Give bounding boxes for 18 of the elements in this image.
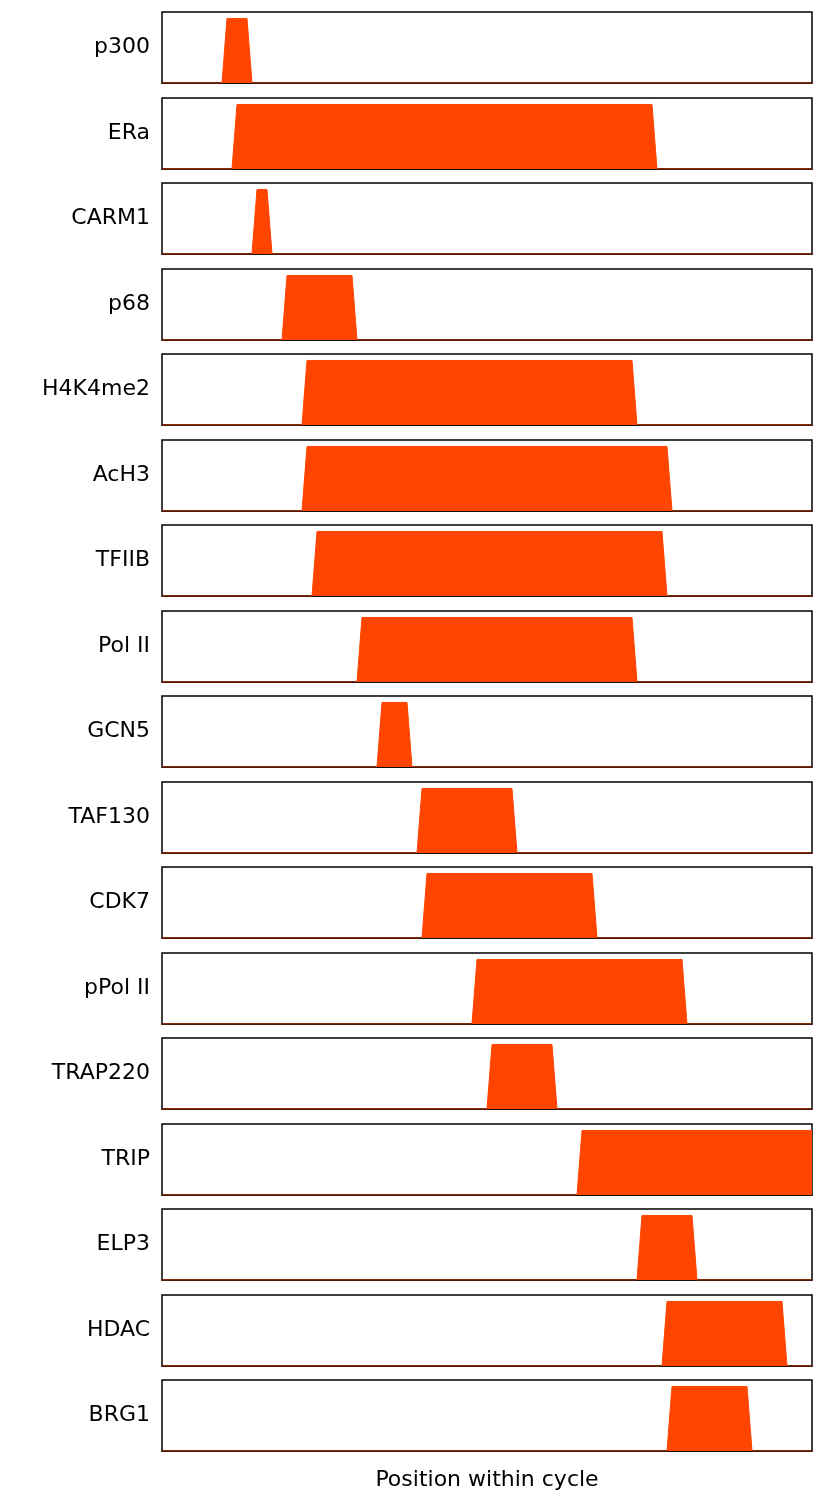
- y-axis-title: GCN5: [87, 717, 150, 742]
- y-axis-title: BRG1: [88, 1401, 150, 1426]
- y-axis-title: HDAC: [86, 1315, 150, 1341]
- y-axis-title: pPol II: [84, 973, 150, 999]
- y-axis-title: TRAP220: [50, 1059, 150, 1084]
- y-axis-title: p300: [94, 33, 150, 58]
- y-axis-title: TRIP: [100, 1144, 150, 1170]
- y-axis-title: ERa: [107, 118, 150, 144]
- x-axis-title: Position within cycle: [375, 1465, 599, 1491]
- y-axis-title: CARM1: [71, 204, 150, 229]
- y-axis-title: ELP3: [96, 1230, 150, 1255]
- y-axis-title: TAF130: [67, 802, 150, 828]
- y-axis-title: TFIIB: [94, 546, 150, 571]
- y-axis-title: H4K4me2: [42, 375, 150, 400]
- y-axis-title: p68: [108, 289, 150, 315]
- y-axis-title: Pol II: [97, 631, 150, 657]
- y-axis-title: AcH3: [92, 460, 150, 486]
- y-axis-title: CDK7: [89, 888, 150, 913]
